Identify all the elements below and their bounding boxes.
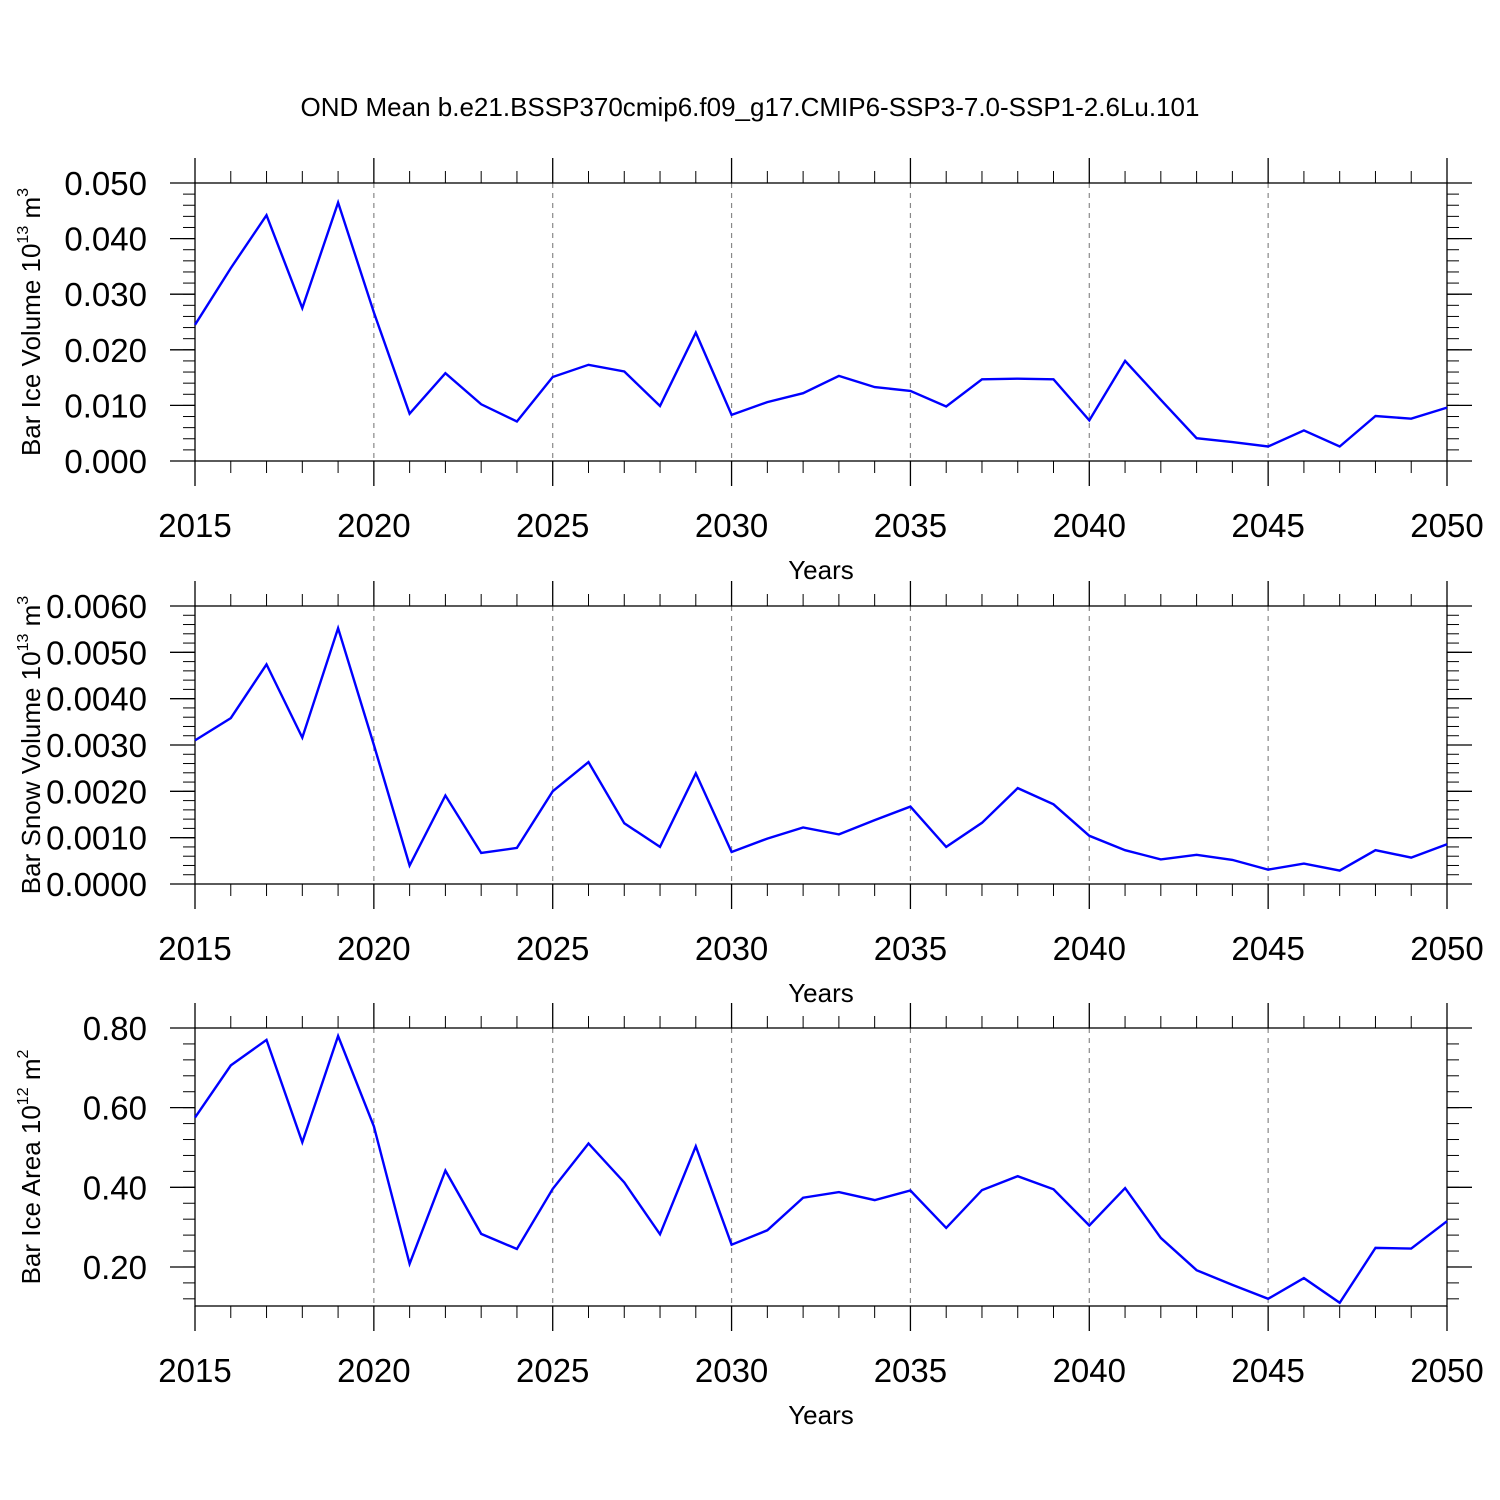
x-tick-label: 2035 bbox=[874, 507, 947, 544]
plot-frame bbox=[194, 605, 1448, 885]
plot-frame bbox=[194, 1027, 1448, 1307]
series-line bbox=[193, 198, 1448, 448]
y-axis-label: Bar Ice Volume 1013 m3 bbox=[15, 188, 46, 456]
x-tick-label: 2050 bbox=[1410, 1352, 1483, 1389]
y-tick-label: 0.20 bbox=[83, 1249, 147, 1286]
series-line bbox=[194, 1032, 1448, 1305]
x-tick-label: 2020 bbox=[337, 507, 410, 544]
chart-title: OND Mean b.e21.BSSP370cmip6.f09_g17.CMIP… bbox=[300, 92, 1200, 122]
y-tick-label: 0.60 bbox=[83, 1090, 147, 1127]
chart-panel-3: 2015 2020 2025 2030 2035 2040 2045 2050 0.20 0.40… bbox=[15, 1003, 1484, 1430]
y-tick-label: 0.0050 bbox=[46, 634, 147, 671]
y-tick-label: 0.40 bbox=[83, 1169, 147, 1206]
y-tick-label: 0.0040 bbox=[46, 681, 147, 718]
y-axis-label: Bar Snow Volume 1013 m3 bbox=[15, 596, 46, 895]
x-tick-label: 2030 bbox=[695, 1352, 768, 1389]
x-tick-label: 2045 bbox=[1231, 930, 1304, 967]
x-tick-label: 2050 bbox=[1410, 507, 1483, 544]
y-tick-label: 0.0000 bbox=[46, 866, 147, 903]
x-tick-label: 2040 bbox=[1053, 930, 1126, 967]
y-tick-label: 0.80 bbox=[83, 1010, 147, 1047]
x-tick-label: 2035 bbox=[874, 1352, 947, 1389]
y-tick-label: 0.0010 bbox=[46, 820, 147, 857]
x-tick-label: 2045 bbox=[1231, 1352, 1304, 1389]
x-tick-label: 2030 bbox=[695, 930, 768, 967]
y-tick-label: 0.0020 bbox=[46, 773, 147, 810]
x-tick-label: 2025 bbox=[516, 1352, 589, 1389]
series-line bbox=[194, 624, 1448, 872]
x-tick-label: 2020 bbox=[337, 930, 410, 967]
x-axis-label: Years bbox=[788, 1400, 854, 1430]
x-axis-label: Years bbox=[788, 978, 854, 1008]
y-tick-label: 0.020 bbox=[64, 332, 147, 369]
x-tick-label: 2020 bbox=[337, 1352, 410, 1389]
y-tick-label: 0.010 bbox=[64, 387, 147, 424]
x-tick-label: 2015 bbox=[158, 1352, 231, 1389]
x-axis-label: Years bbox=[788, 555, 854, 585]
x-tick-label: 2040 bbox=[1053, 507, 1126, 544]
x-tick-label: 2015 bbox=[158, 930, 231, 967]
y-tick-label: 0.0060 bbox=[46, 588, 147, 625]
x-tick-label: 2025 bbox=[516, 507, 589, 544]
x-tick-label: 2050 bbox=[1410, 930, 1483, 967]
y-axis-label: Bar Ice Area 1012 m2 bbox=[15, 1049, 46, 1284]
y-tick-label: 0.0030 bbox=[46, 727, 147, 764]
y-tick-label: 0.030 bbox=[64, 276, 147, 313]
y-tick-label: 0.000 bbox=[64, 443, 147, 480]
x-tick-label: 2040 bbox=[1053, 1352, 1126, 1389]
x-tick-label: 2035 bbox=[874, 930, 947, 967]
y-tick-label: 0.050 bbox=[64, 165, 147, 202]
x-tick-label: 2025 bbox=[516, 930, 589, 967]
chart-panel-1: 2015 2020 2025 2030 2035 2040 2045 2050 0.000 0.0… bbox=[15, 158, 1484, 585]
plot-frame bbox=[194, 182, 1448, 462]
x-tick-label: 2045 bbox=[1231, 507, 1304, 544]
x-tick-label: 2015 bbox=[158, 507, 231, 544]
chart-panel-2: 2015 2020 2025 2030 2035 2040 2045 2050 0.0000 0.… bbox=[15, 581, 1484, 1008]
x-tick-label: 2030 bbox=[695, 507, 768, 544]
y-tick-label: 0.040 bbox=[64, 221, 147, 258]
